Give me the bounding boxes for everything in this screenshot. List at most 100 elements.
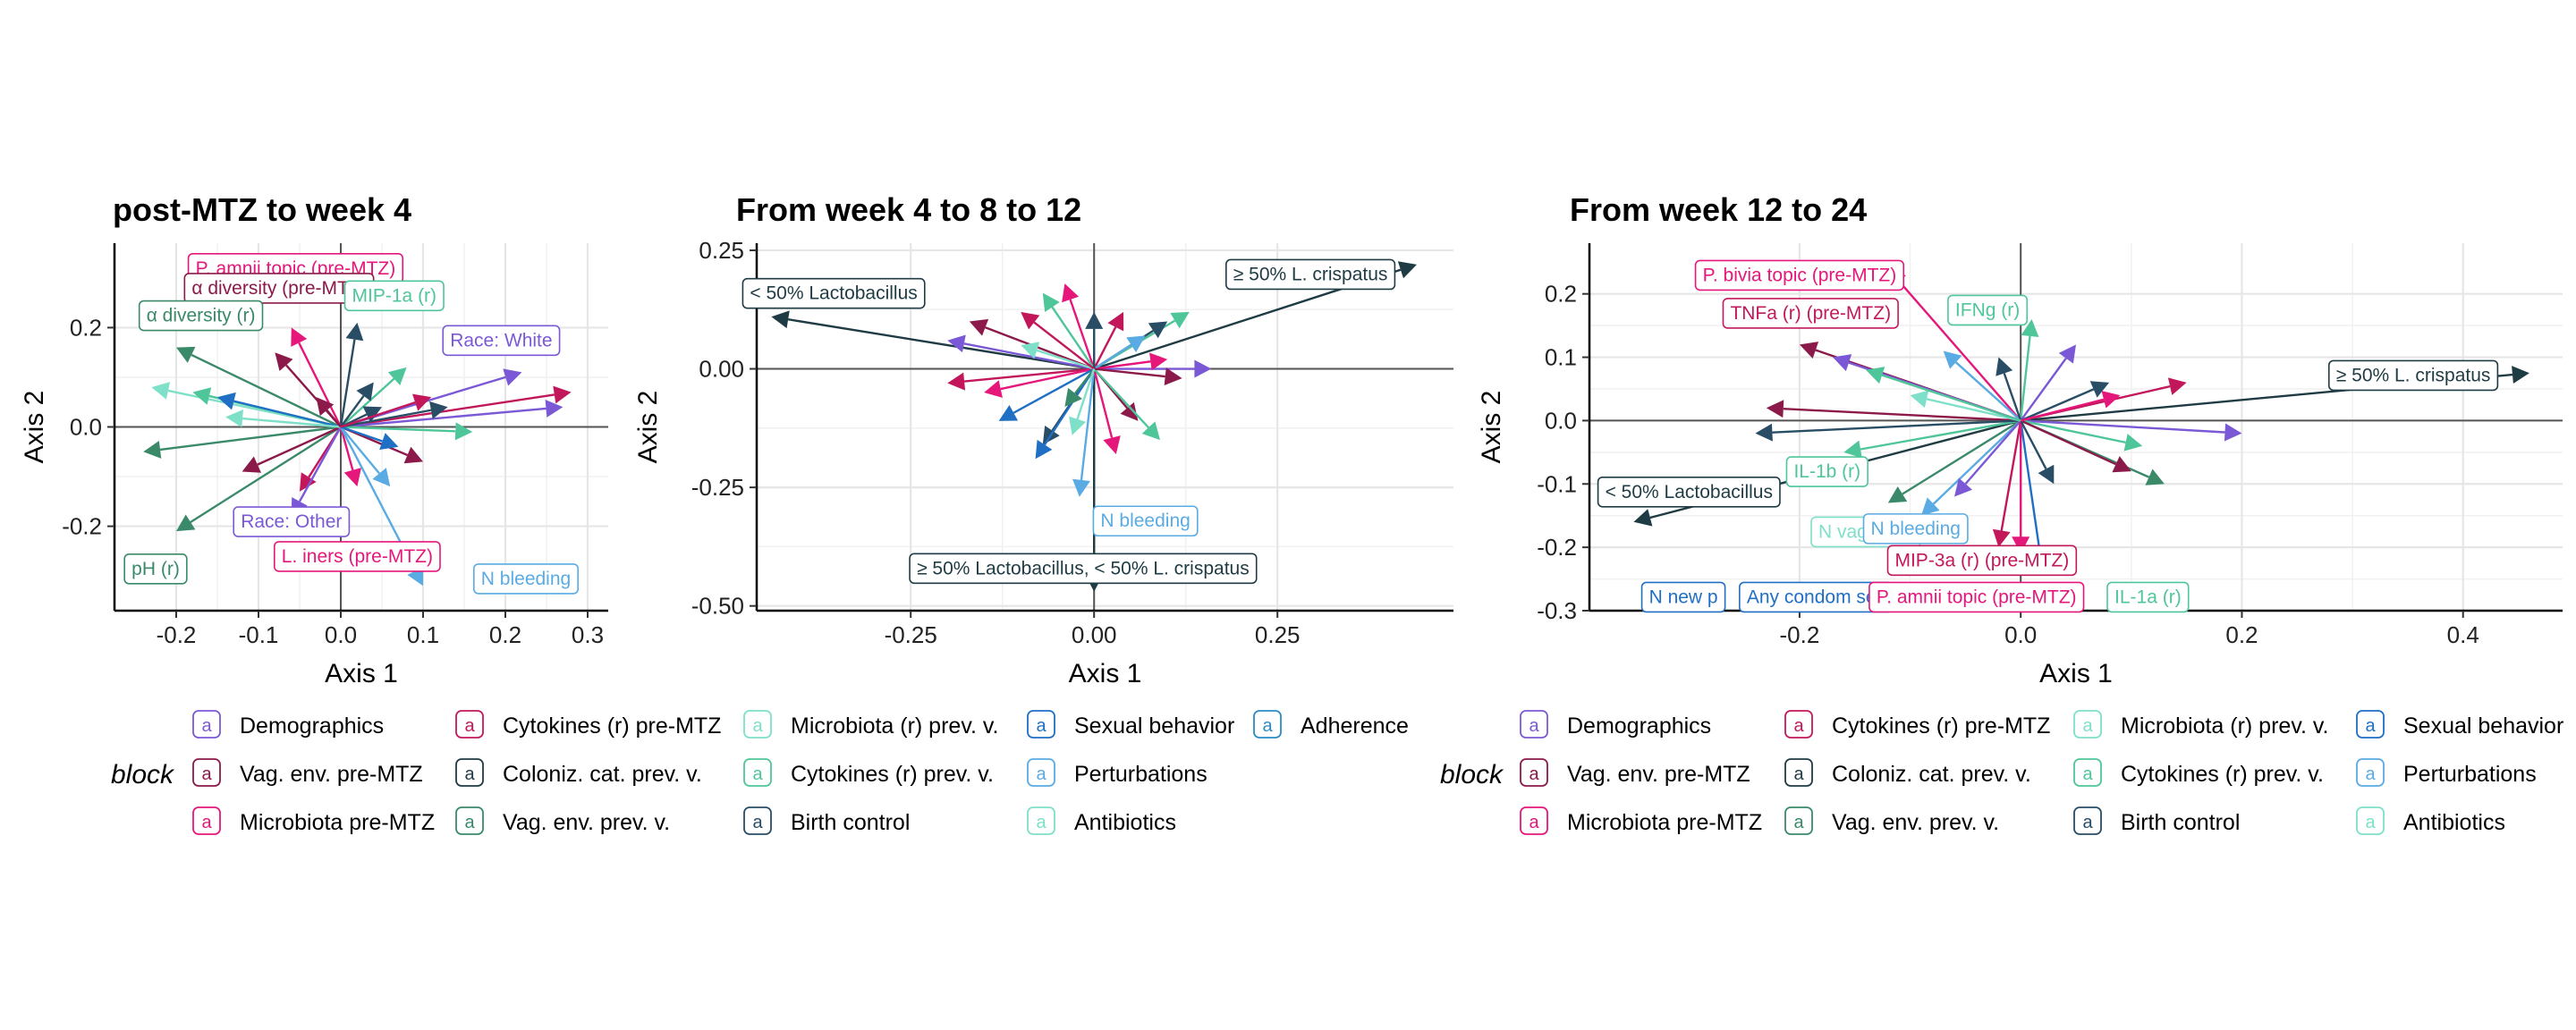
loading-arrow-shaft xyxy=(1926,398,2021,422)
legend-item: a Antibiotics xyxy=(1027,806,1176,835)
loading-arrow-head xyxy=(356,382,374,401)
variable-label: < 50% Lactobacillus xyxy=(741,277,926,309)
loading-arrow-head xyxy=(998,404,1019,421)
loading-arrow-shaft xyxy=(191,353,342,428)
loading-arrow-shaft xyxy=(2020,388,2095,422)
loading-arrow-head xyxy=(300,472,317,492)
loading-arrow-head xyxy=(2021,319,2039,338)
loading-arrow-head xyxy=(1843,440,1862,459)
loading-arrow-shaft xyxy=(1033,321,1095,370)
loading-arrow-head xyxy=(1755,423,1773,442)
y-axis-title: Axis 2 xyxy=(633,391,663,464)
loading-arrow-head xyxy=(343,468,361,487)
legend-key xyxy=(743,710,772,739)
legend-key-glyph: a xyxy=(201,716,212,736)
loading-arrow-shaft xyxy=(340,426,456,433)
loading-arrow-shaft xyxy=(190,426,342,523)
loading-arrow-head xyxy=(2112,456,2131,473)
loading-arrow-shaft xyxy=(1964,419,2022,485)
loading-arrow-shaft xyxy=(1094,360,1151,370)
variable-label: α diversity (r) xyxy=(138,300,264,332)
loading-arrow-shaft xyxy=(326,409,342,428)
label-text: L. iners (pre-MTZ) xyxy=(282,546,433,567)
loading-arrow-head xyxy=(1992,528,2011,548)
legend-item: a Vag. env. prev. v. xyxy=(1784,806,1999,835)
loading-arrow-head xyxy=(1035,439,1053,460)
label-box xyxy=(233,506,351,537)
loading-arrow-head xyxy=(2089,381,2110,398)
legend-key-glyph: a xyxy=(1036,716,1046,736)
loading-arrow-shaft xyxy=(340,377,395,428)
loading-arrow-shaft xyxy=(340,407,547,428)
loading-arrow-shaft xyxy=(339,339,356,427)
variable-label: α diversity (pre-MTZ) xyxy=(183,273,375,304)
legend-key xyxy=(192,806,221,835)
legend-label: Demographics xyxy=(240,713,384,739)
label-box xyxy=(1868,581,2085,613)
loading-arrow-head xyxy=(1064,387,1082,407)
legend-label: Cytokines (r) pre-MTZ xyxy=(1832,713,2050,739)
legend-key xyxy=(743,758,772,787)
loading-arrow-shaft xyxy=(340,426,381,475)
legend-key-glyph: a xyxy=(1793,764,1804,784)
legend-label: Adherence xyxy=(1301,713,1409,739)
legend-key xyxy=(455,710,484,739)
variable-label: ≥ 50% Lactobacillus, < 50% L. crispatus xyxy=(909,553,1258,585)
label-box xyxy=(2106,581,2190,613)
label-box xyxy=(1886,545,2078,577)
loading-arrow-head xyxy=(1866,367,1885,384)
legend-label: Demographics xyxy=(1567,713,1711,739)
y-tick-label: 0.0 xyxy=(70,414,102,441)
loading-arrow-head xyxy=(1943,350,1962,369)
loading-arrow-head xyxy=(1021,342,1040,359)
legend-key xyxy=(2356,806,2385,835)
loading-arrow-head xyxy=(2123,434,2143,452)
legend-key xyxy=(743,806,772,835)
label-box xyxy=(1092,505,1199,537)
loading-arrow-head xyxy=(1103,435,1121,454)
x-tick-label: 0.25 xyxy=(1255,621,1301,648)
legend-item: a Perturbations xyxy=(2356,758,2537,787)
loading-arrow-head xyxy=(1397,261,1417,279)
legend-key xyxy=(2073,806,2102,835)
label-text: IFNg (r) xyxy=(1955,300,2020,320)
legend-item: a Adherence xyxy=(1253,710,1409,739)
variable-label: IL-1a (r) xyxy=(2106,581,2190,613)
loading-arrow-head xyxy=(176,346,196,363)
variable-label: P. bivia topic (pre-MTZ) xyxy=(1694,259,1905,291)
y-tick-label: 0.0 xyxy=(1545,407,1577,434)
loading-arrow-head xyxy=(1107,311,1124,332)
loading-arrow-head xyxy=(1141,421,1160,441)
legend-label: Microbiota pre-MTZ xyxy=(1567,810,1762,835)
legend-key-glyph: a xyxy=(2082,764,2093,784)
legend-key xyxy=(1520,806,1548,835)
legend-item: a Sexual behavior xyxy=(2356,710,2563,739)
loading-arrow-shaft xyxy=(1080,368,1096,480)
legend-item: a Vag. env. pre-MTZ xyxy=(192,758,423,787)
panel-1: -0.2 -0.1 0.0 0.1 0.2 0.3-0.20.00.2P. amnii t… xyxy=(20,191,608,688)
legend-label: Microbiota pre-MTZ xyxy=(240,810,435,835)
variable-label: N bleeding xyxy=(472,563,580,595)
x-tick-label: 0.3 xyxy=(572,621,604,648)
variable-label: ≥ 50% L. crispatus xyxy=(1224,258,1396,291)
x-axis-title: Axis 1 xyxy=(2039,659,2113,688)
x-tick-label: -0.2 xyxy=(157,621,197,648)
variable-label: Any condom sex xyxy=(1739,581,1894,613)
legend-key-glyph: a xyxy=(2082,813,2093,832)
loading-arrow-head xyxy=(1194,359,1212,378)
loading-arrow-head xyxy=(1072,478,1090,497)
legend-key xyxy=(1784,758,1813,787)
panel-title: From week 12 to 24 xyxy=(1570,191,1867,228)
legend-key-glyph: a xyxy=(752,813,763,832)
legend-item: a Birth control xyxy=(2073,806,2240,835)
variable-label: P. amnii topic (pre-MTZ) xyxy=(1868,581,2085,613)
legend-item: a Coloniz. cat. prev. v. xyxy=(455,758,702,787)
loading-arrow-shaft xyxy=(2020,419,2117,466)
loading-arrow-shaft xyxy=(339,426,354,471)
legend-key xyxy=(192,710,221,739)
legend-key-glyph: a xyxy=(1036,813,1046,832)
label-text: Race: White xyxy=(450,330,552,350)
x-tick-label: 0.2 xyxy=(489,621,521,648)
legend-label: Antibiotics xyxy=(1074,810,1176,835)
loading-arrow-head xyxy=(969,318,989,336)
